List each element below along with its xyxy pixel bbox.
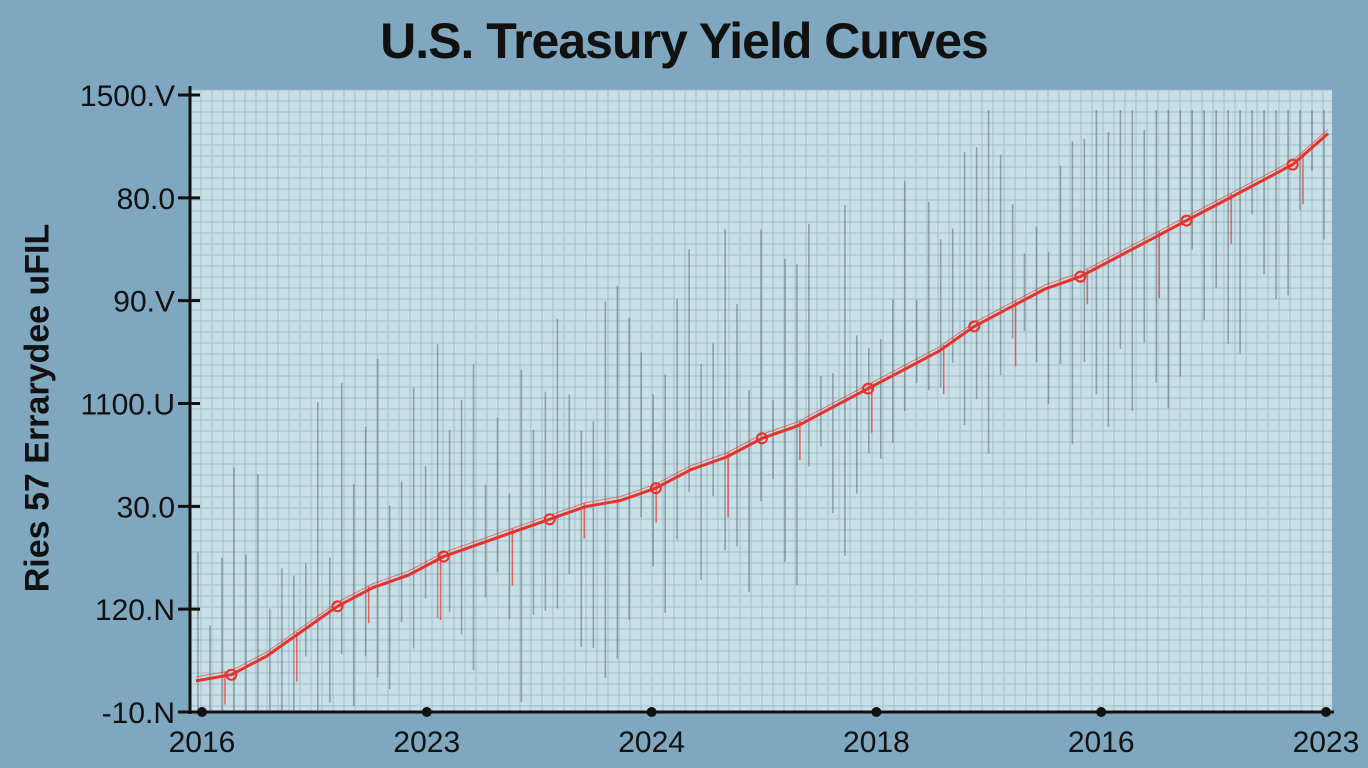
x-tick-label: 2023	[393, 726, 460, 759]
data-point	[543, 513, 556, 526]
y-tick-label: 80.0	[117, 183, 175, 216]
y-tick-label: 90.V	[113, 286, 175, 319]
data-point	[437, 550, 450, 563]
chart-title: U.S. Treasury Yield Curves	[380, 13, 989, 69]
y-tick-label: 1100.U	[80, 389, 175, 422]
data-point	[1074, 270, 1087, 283]
data-point	[649, 482, 662, 495]
data-point	[862, 382, 875, 395]
x-tick-label: 2023	[1293, 726, 1360, 759]
series-line	[195, 132, 1329, 683]
data-point	[968, 320, 981, 333]
y-tick-label: 30.0	[117, 491, 175, 524]
y-tick-label: 120.N	[95, 594, 175, 627]
data-point	[1286, 158, 1299, 171]
x-tick	[197, 707, 207, 717]
x-tick	[421, 707, 432, 717]
y-tick-label: -10.N	[102, 697, 175, 730]
x-tick	[646, 707, 657, 717]
x-tick-label: 2016	[1068, 726, 1135, 759]
data-point	[331, 600, 344, 613]
data-point	[756, 432, 768, 445]
x-tick	[1321, 707, 1331, 717]
x-tick	[1096, 707, 1107, 717]
x-tick-label: 2018	[843, 726, 910, 759]
data-point	[1180, 214, 1193, 227]
data-point	[225, 668, 238, 681]
y-tick-label: 1500.V	[80, 80, 175, 113]
x-tick	[871, 707, 882, 717]
x-tick-label: 2024	[618, 726, 685, 759]
x-tick-label: 2016	[169, 726, 236, 759]
